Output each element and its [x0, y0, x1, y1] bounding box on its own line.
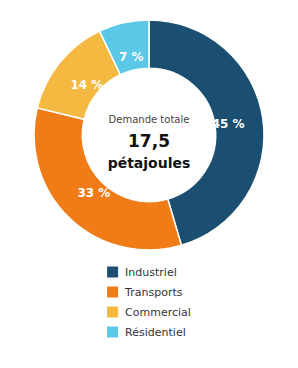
- data-label: 7 %: [119, 50, 144, 64]
- data-label: 45 %: [212, 117, 245, 131]
- legend-label: Industriel: [125, 266, 177, 279]
- legend-label: Résidentiel: [125, 326, 186, 339]
- center-annotation: pétajoules: [108, 155, 191, 171]
- data-label: 33 %: [77, 186, 110, 200]
- legend-label: Commercial: [125, 306, 191, 319]
- legend-swatch: [107, 307, 118, 318]
- slice: [100, 20, 149, 75]
- center-annotation: 17,5: [128, 131, 170, 151]
- legend-swatch: [107, 267, 118, 278]
- legend: Industriel Transports Commercial Résidentie…: [107, 266, 191, 339]
- legend-label: Transports: [124, 286, 183, 299]
- chart-container: 45 % 33 % 14 % 7 % Demande totale 17,5 pétajou…: [0, 0, 298, 368]
- slice: [34, 108, 181, 250]
- data-labels: 45 % 33 % 14 % 7 %: [70, 50, 244, 200]
- legend-swatch: [107, 287, 118, 298]
- legend-swatch: [107, 327, 118, 338]
- data-label: 14 %: [70, 78, 103, 92]
- center-annotation: Demande totale: [109, 114, 190, 125]
- chart: 45 % 33 % 14 % 7 % Demande totale 17,5 pétajou…: [0, 0, 298, 368]
- slices: [34, 20, 264, 250]
